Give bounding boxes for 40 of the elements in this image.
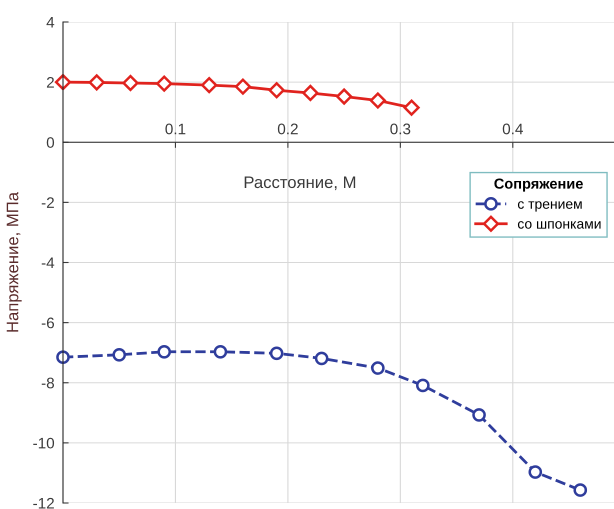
y-tick-label: 4 [46, 17, 54, 28]
y-tick-label: 2 [46, 76, 54, 88]
y-axis-title: Напряжение, МПа [6, 192, 22, 332]
point [270, 346, 284, 360]
legend-label: со шпонками [518, 221, 601, 229]
x-axis-title: Расстояние, М [244, 176, 356, 190]
y-tick-label: -8 [42, 378, 54, 388]
point [54, 74, 72, 90]
y-tick-label: -2 [42, 197, 54, 208]
point [528, 465, 542, 479]
point [336, 88, 352, 105]
y-tick-label: -6 [42, 317, 54, 328]
x-tick-label: 0.4 [502, 124, 523, 134]
legend-title: Сопряжение [494, 178, 583, 192]
x-tick-label: 0.1 [165, 124, 186, 134]
point [234, 78, 252, 95]
point [370, 92, 386, 109]
x-tick-label: 0.3 [390, 124, 410, 134]
legend-label: с трением [518, 201, 582, 212]
point [157, 344, 172, 359]
y-tick-label: -12 [33, 498, 54, 509]
y-tick-label: -4 [42, 258, 54, 268]
y-tick-label: 0 [46, 137, 54, 148]
point [573, 483, 588, 497]
point [371, 361, 385, 375]
x-tick-label: 0.2 [278, 124, 298, 134]
point [122, 74, 139, 92]
point [472, 408, 486, 422]
point [156, 76, 172, 92]
point [302, 84, 319, 102]
point [112, 348, 126, 362]
point [314, 352, 328, 366]
y-tick-label: -10 [33, 438, 54, 449]
point [201, 77, 218, 94]
point [214, 344, 228, 359]
point [88, 74, 105, 91]
point [268, 82, 285, 98]
point [56, 350, 70, 364]
point [403, 100, 420, 116]
point [416, 378, 430, 392]
